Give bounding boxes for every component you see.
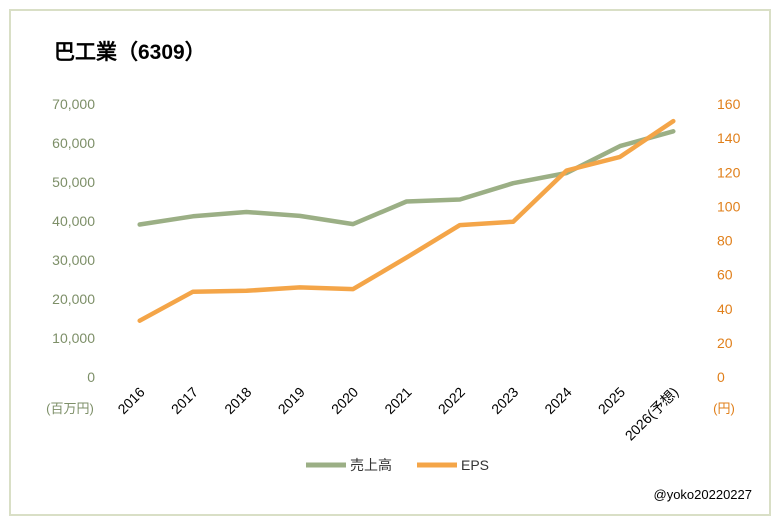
left-tick-label: 40,000 <box>52 213 95 229</box>
x-tick-label: 2022 <box>435 384 468 417</box>
right-tick-label: 120 <box>717 164 741 180</box>
x-tick-label: 2025 <box>595 384 628 417</box>
credit-text: @yoko20220227 <box>654 487 753 502</box>
x-tick-label: 2019 <box>275 384 308 417</box>
right-tick-label: 80 <box>717 233 733 249</box>
chart-title: 巴工業（6309） <box>54 40 206 64</box>
x-tick-label: 2018 <box>221 384 254 417</box>
legend: 売上高 EPS <box>306 457 489 473</box>
x-axis: 2016 2017 2018 2019 2020 2021 2022 2023 2024 2025… <box>114 384 681 444</box>
left-tick-label: 30,000 <box>52 252 95 268</box>
right-axis-unit: (円) <box>713 401 735 416</box>
series-line-eps <box>137 118 676 323</box>
left-tick-label: 60,000 <box>52 135 95 151</box>
x-tick-label: 2021 <box>381 384 414 417</box>
legend-label-eps: EPS <box>461 457 489 473</box>
right-axis: 0 20 40 60 80 100 120 140 160 <box>717 96 741 385</box>
legend-label-sales: 売上高 <box>350 457 392 473</box>
x-tick-label: 2017 <box>168 384 201 417</box>
x-tick-label: 2024 <box>541 384 574 417</box>
left-tick-label: 20,000 <box>52 291 95 307</box>
x-tick-label: 2016 <box>114 384 147 417</box>
left-tick-label: 70,000 <box>52 96 95 112</box>
right-tick-label: 20 <box>717 335 733 351</box>
chart-frame <box>9 9 771 516</box>
x-tick-label: 2020 <box>328 384 361 417</box>
x-tick-label: 2023 <box>488 384 521 417</box>
right-tick-label: 160 <box>717 96 741 112</box>
left-axis-unit: (百万円) <box>46 401 94 416</box>
left-axis: 0 10,000 20,000 30,000 40,000 50,000 60,000 70,… <box>52 96 95 385</box>
right-tick-label: 60 <box>717 267 733 283</box>
right-tick-label: 140 <box>717 130 741 146</box>
right-tick-label: 100 <box>717 198 741 214</box>
x-tick-label: 2026(予想) <box>622 384 682 444</box>
left-tick-label: 10,000 <box>52 330 95 346</box>
right-tick-label: 0 <box>717 369 725 385</box>
left-tick-label: 50,000 <box>52 174 95 190</box>
left-tick-label: 0 <box>87 369 95 385</box>
right-tick-label: 40 <box>717 301 733 317</box>
series-line-sales <box>137 129 676 227</box>
series-layer <box>137 118 676 323</box>
